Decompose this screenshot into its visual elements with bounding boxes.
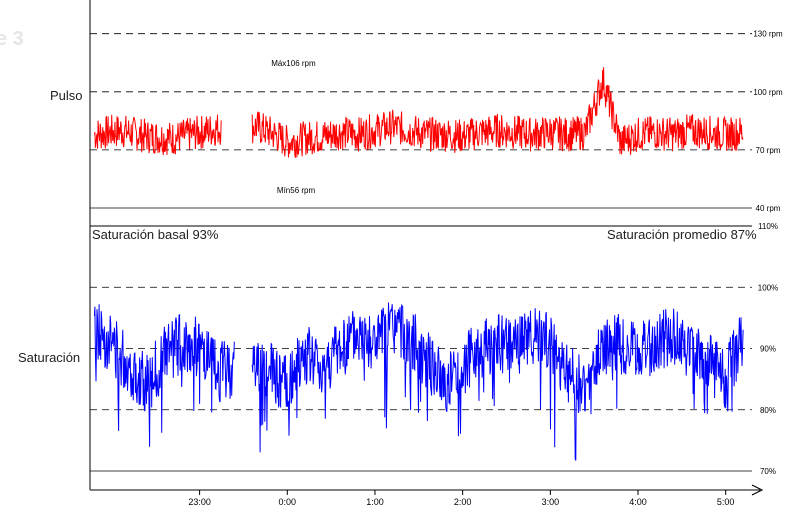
saturation-mean-text: Saturación promedio 87% <box>607 227 757 242</box>
x-tick-label-4: 3:00 <box>542 497 560 507</box>
p0-trace-segment-1 <box>251 67 744 158</box>
p0-y-tick-label-1: 100 rpm <box>753 88 783 97</box>
p1-y-tick-label-2: 90% <box>760 345 776 354</box>
p1-y-tick-label-4: 70% <box>760 467 776 476</box>
saturation-plot <box>93 302 744 461</box>
p0-annotation-0: Máx106 rpm <box>271 59 316 68</box>
p1-trace-segment-0 <box>93 304 235 447</box>
pulse-panel-label: Pulso <box>50 88 83 103</box>
x-tick-label-1: 0:00 <box>279 497 297 507</box>
p0-y-tick-label-2: 70 rpm <box>756 146 781 155</box>
x-tick-label-2: 1:00 <box>366 497 384 507</box>
pulse-plot <box>93 67 744 158</box>
p0-y-tick-label-0: 130 rpm <box>753 30 783 39</box>
p0-trace-segment-0 <box>93 114 222 155</box>
p1-y-tick-label-3: 80% <box>760 406 776 415</box>
saturation-panel-label: Saturación <box>18 350 81 365</box>
chart-axes: 23:00 0:00 1:00 2:00 3:00 4:00 5:00 130 rpm 100 … <box>89 0 783 507</box>
p1-trace-segment-1 <box>251 302 744 461</box>
p0-annotation-1: Mín56 rpm <box>277 186 316 195</box>
p0-y-tick-label-3: 40 rpm <box>756 204 781 213</box>
x-tick-label-6: 5:00 <box>717 497 735 507</box>
p1-y-tick-label-1: 100% <box>758 283 778 292</box>
x-tick-label-5: 4:00 <box>629 497 647 507</box>
watermark-text: e 3 <box>0 28 24 50</box>
saturation-baseline-text: Saturación basal 93% <box>92 227 219 242</box>
x-tick-label-3: 2:00 <box>454 497 472 507</box>
x-tick-label-0: 23:00 <box>188 497 211 507</box>
x-axis-arrow <box>751 484 764 496</box>
p1-y-tick-label-0: 110% <box>758 222 778 231</box>
